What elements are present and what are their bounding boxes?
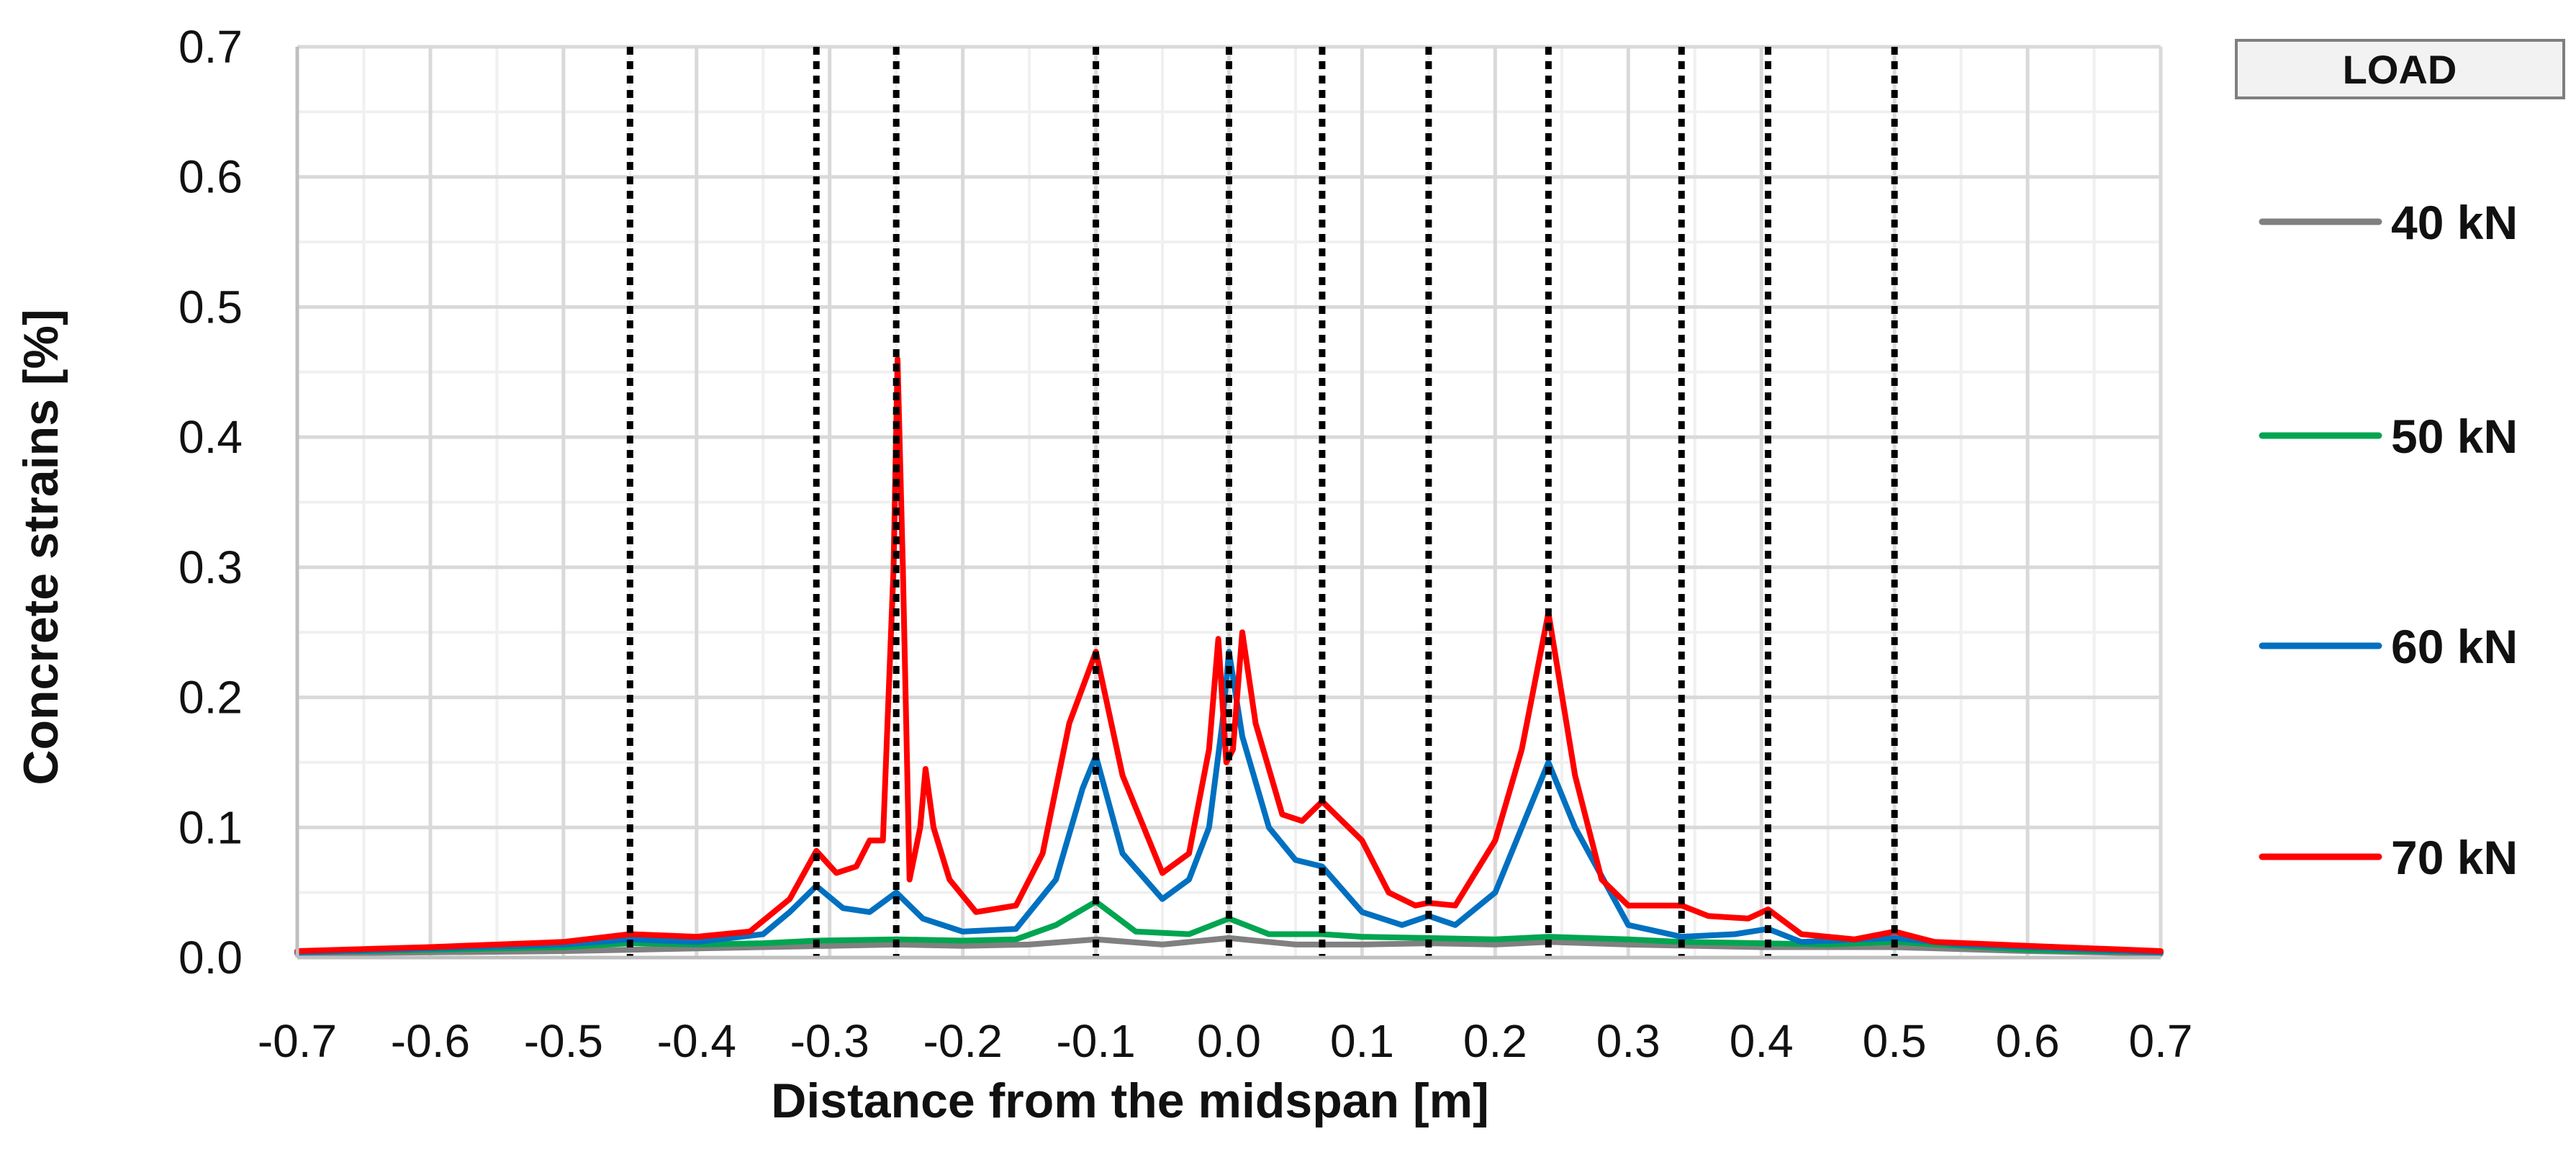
x-tick-label: 0.1: [1330, 1015, 1394, 1067]
series-line-70-kn: [294, 356, 2164, 954]
series-line-40-kn: [294, 935, 2164, 957]
series-line-60-kn: [294, 649, 2164, 955]
y-tick-label: 0.6: [178, 151, 243, 203]
y-tick-label: 0.4: [178, 411, 243, 463]
crack-lines: [626, 47, 1898, 958]
x-tick-label: 0.6: [1996, 1015, 2060, 1067]
y-tick-label: 0.2: [178, 672, 243, 724]
x-tick-label: -0.1: [1056, 1015, 1135, 1067]
y-tick-label: 0.3: [178, 541, 243, 593]
legend-label: 40 kN: [2391, 196, 2518, 249]
legend-items: 40 kN 50 kN 60 kN 70 kN: [2259, 196, 2518, 884]
x-tick-label: -0.3: [790, 1015, 869, 1067]
y-tick-label: 0.1: [178, 801, 243, 853]
y-tick-label: 0.5: [178, 281, 243, 333]
x-tick-label: -0.2: [923, 1015, 1003, 1067]
x-tick-label: -0.7: [258, 1015, 337, 1067]
legend-label: 50 kN: [2391, 410, 2518, 463]
x-tick-label: 0.2: [1463, 1015, 1527, 1067]
y-tick-label: 0.7: [178, 21, 243, 73]
x-tick-label: -0.6: [391, 1015, 470, 1067]
x-tick-label: 0.5: [1863, 1015, 1927, 1067]
legend-label: 70 kN: [2391, 831, 2518, 884]
legend-title-box: [2235, 39, 2565, 99]
x-axis-title: Distance from the midspan [m]: [771, 1073, 1489, 1128]
x-tick-label: 0.7: [2129, 1015, 2193, 1067]
series-layer: [294, 356, 2164, 957]
x-tick-label: 0.3: [1596, 1015, 1660, 1067]
x-tick-label: -0.5: [524, 1015, 603, 1067]
y-tick-label: 0.0: [178, 932, 243, 983]
x-tick-label: 0.4: [1730, 1015, 1794, 1067]
legend: LOAD 40 kN 50 kN 60 kN 70 kN: [2235, 39, 2565, 884]
x-tick-label: -0.4: [657, 1015, 736, 1067]
axes: [295, 47, 2161, 960]
y-tick-labels: 0.0 0.1 0.2 0.3 0.4 0.5 0.6 0.7: [178, 21, 243, 983]
legend-label: 60 kN: [2391, 620, 2518, 673]
x-tick-label: 0.0: [1197, 1015, 1261, 1067]
x-tick-labels: -0.7 -0.6 -0.5 -0.4 -0.3 -0.2 -0.1 0.0 0.1 0.2 0.3…: [258, 1015, 2193, 1067]
y-axis-title: Concrete strains [%]: [14, 309, 68, 785]
legend-title: LOAD: [2343, 47, 2457, 92]
series-line-50-kn: [294, 899, 2164, 955]
